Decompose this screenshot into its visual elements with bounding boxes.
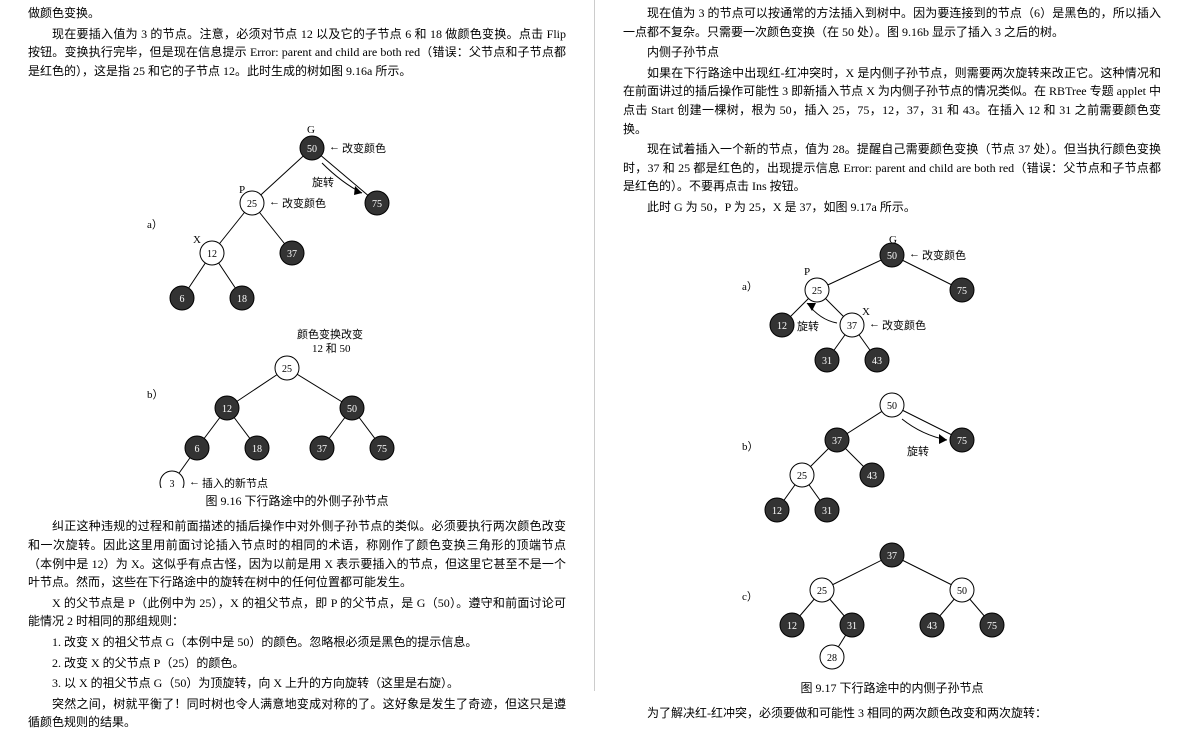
label-a: a） [147, 218, 163, 231]
node: 12 [787, 621, 797, 632]
node: 12 [207, 249, 217, 260]
node: 12 [777, 321, 787, 332]
node: 50 [887, 401, 897, 412]
label-a: a） [742, 280, 758, 293]
figure-9-17: a） G P X 旋转 50 ← 改变颜色 25 75 12 37 ← 改变颜色… [623, 225, 1161, 696]
label-rotate: 旋转 [907, 444, 929, 458]
node: 31 [847, 621, 857, 632]
node: 43 [927, 621, 937, 632]
label-colorchange: 颜色变换改变 [297, 327, 363, 341]
node: 12 [772, 506, 782, 517]
node: 25 [282, 364, 292, 375]
node: 75 [987, 621, 997, 632]
arrow-text: ← [909, 248, 920, 260]
arrow-text: ← [329, 141, 340, 153]
label-c: c） [742, 590, 758, 603]
label-b: b） [147, 388, 164, 401]
label-changecolor: 改变颜色 [282, 196, 326, 210]
node: 25 [812, 286, 822, 297]
arrow-text: ← [189, 476, 200, 488]
node: 75 [372, 199, 382, 210]
node: 50 [347, 404, 357, 415]
node: 50 [887, 251, 897, 262]
right-page: 现在值为 3 的节点可以按通常的方法插入到树中。因为要连接到的节点（6）是黑色的… [595, 0, 1189, 691]
node: 25 [797, 471, 807, 482]
node: 6 [195, 444, 200, 455]
node: 6 [180, 294, 185, 305]
label-X: X [862, 306, 870, 318]
node: 25 [247, 199, 257, 210]
page-container: 做颜色变换。 现在要插入值为 3 的节点。注意，必须对节点 12 以及它的子节点… [0, 0, 1189, 691]
label-changecolor: 改变颜色 [922, 248, 966, 262]
heading: 内侧子孙节点 [623, 43, 1161, 62]
para: 现在值为 3 的节点可以按通常的方法插入到树中。因为要连接到的节点（6）是黑色的… [623, 4, 1161, 41]
figure-9-16: a） G P X 旋转 50 ← 改变颜色 25 ← 改变颜色 75 12 37 [28, 88, 566, 509]
label-newnode: 插入的新节点 [202, 476, 268, 488]
para: 现在试着插入一个新的节点，值为 28。提醒自己需要颜色变换（节点 37 处）。但… [623, 140, 1161, 196]
fig916-caption: 图 9.16 下行路途中的外侧子孙节点 [28, 492, 566, 509]
node: 37 [317, 444, 327, 455]
node: 37 [887, 551, 897, 562]
node: 37 [287, 249, 297, 260]
label-rotate: 旋转 [797, 319, 819, 333]
left-page: 做颜色变换。 现在要插入值为 3 的节点。注意，必须对节点 12 以及它的子节点… [0, 0, 594, 691]
node: 37 [832, 436, 842, 447]
node: 12 [222, 404, 232, 415]
para: 此时 G 为 50，P 为 25，X 是 37，如图 9.17a 所示。 [623, 198, 1161, 217]
para: 如果在下行路途中出现红-红冲突时，X 是内侧子孙节点，则需要两次旋转来改正它。这… [623, 64, 1161, 138]
para: 做颜色变换。 [28, 4, 566, 23]
label-P: P [804, 266, 810, 278]
node: 43 [867, 471, 877, 482]
arrow-text: ← [869, 318, 880, 330]
label-b: b） [742, 440, 759, 453]
para: 为了解决红-红冲突，必须要做和可能性 3 相同的两次颜色改变和两次旋转： [623, 704, 1161, 723]
node: 37 [847, 321, 857, 332]
fig917-svg: a） G P X 旋转 50 ← 改变颜色 25 75 12 37 ← 改变颜色… [702, 225, 1082, 675]
node: 28 [827, 653, 837, 664]
para: 纠正这种违规的过程和前面描述的插后操作中对外侧子孙节点的类似。必须要执行两次颜色… [28, 517, 566, 591]
arrow-text: ← [269, 196, 280, 208]
node: 3 [170, 479, 175, 488]
label-changecolor: 改变颜色 [342, 141, 386, 155]
node: 31 [822, 506, 832, 517]
node: 75 [957, 436, 967, 447]
node: 18 [237, 294, 247, 305]
label-12-50: 12 和 50 [312, 342, 351, 355]
list-item: 2. 改变 X 的父节点 P（25）的颜色。 [52, 654, 566, 673]
para: 突然之间，树就平衡了！同时树也令人满意地变成对称的了。这好象是发生了奇迹，但这只… [28, 695, 566, 732]
node: 43 [872, 356, 882, 367]
para: 现在要插入值为 3 的节点。注意，必须对节点 12 以及它的子节点 6 和 18… [28, 25, 566, 81]
list-item: 3. 以 X 的祖父节点 G（50）为顶旋转，向 X 上升的方向旋转（这里是右旋… [52, 674, 566, 693]
node: 50 [307, 144, 317, 155]
label-X: X [193, 234, 201, 246]
node: 18 [252, 444, 262, 455]
node: 50 [957, 586, 967, 597]
node: 75 [377, 444, 387, 455]
node: 31 [822, 356, 832, 367]
label-rotate: 旋转 [312, 175, 334, 189]
label-G: G [307, 124, 315, 136]
para: X 的父节点是 P（此例中为 25），X 的祖父节点，即 P 的父节点，是 G（… [28, 594, 566, 631]
fig916-svg: a） G P X 旋转 50 ← 改变颜色 25 ← 改变颜色 75 12 37 [117, 88, 477, 488]
fig917-caption: 图 9.17 下行路途中的内侧子孙节点 [623, 679, 1161, 696]
label-changecolor: 改变颜色 [882, 318, 926, 332]
node: 75 [957, 286, 967, 297]
node: 25 [817, 586, 827, 597]
list-item: 1. 改变 X 的祖父节点 G（本例中是 50）的颜色。忽略根必须是黑色的提示信… [52, 633, 566, 652]
